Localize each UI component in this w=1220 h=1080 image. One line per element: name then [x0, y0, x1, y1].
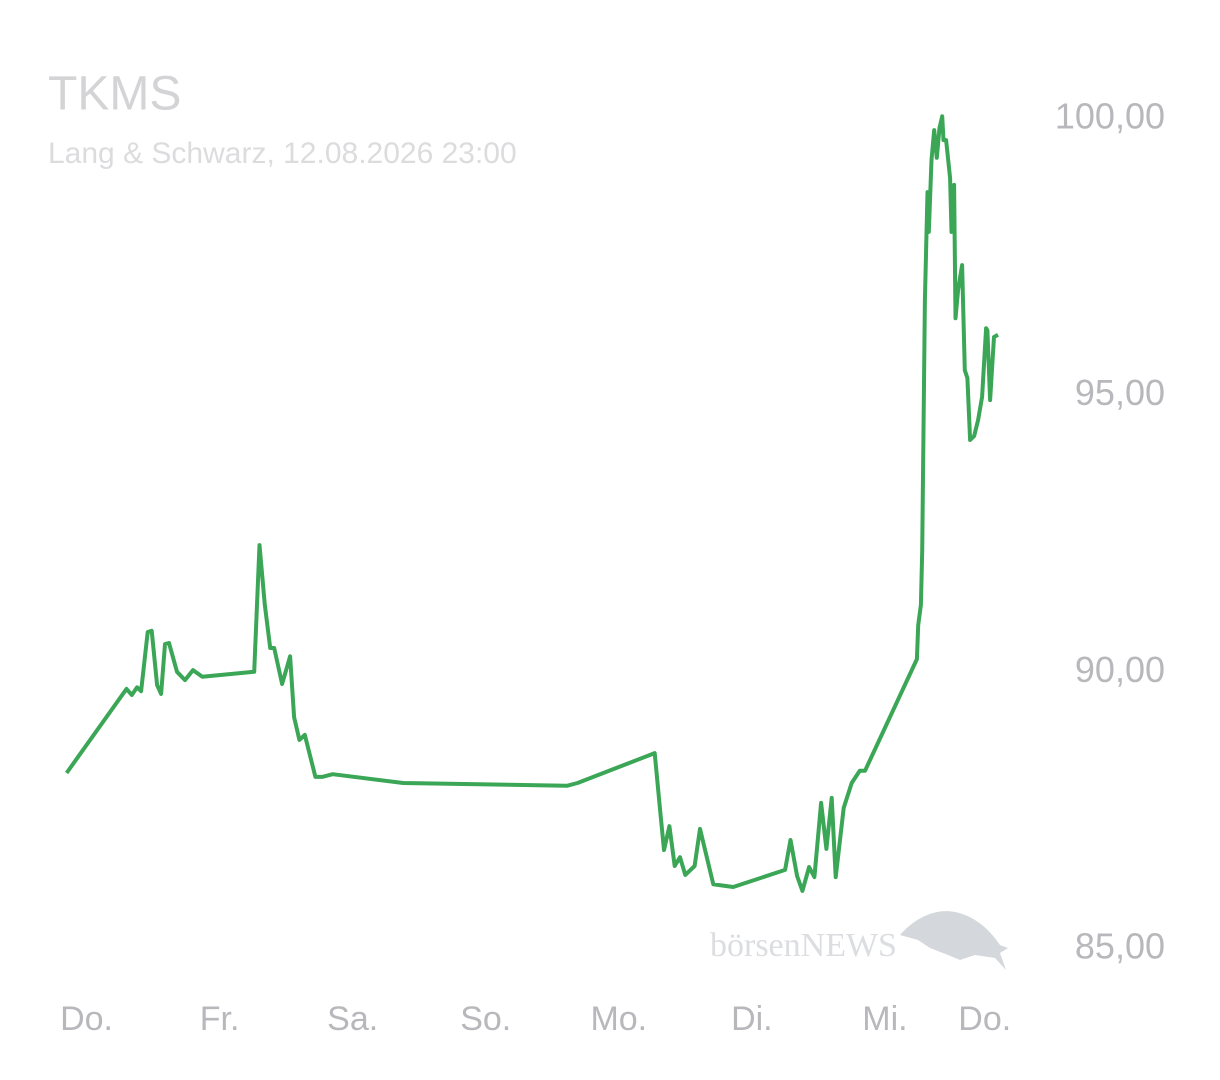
- watermark-logo: börsenNEWS: [710, 911, 1008, 970]
- x-tick-label: Mi.: [862, 1000, 907, 1038]
- bull-icon: [900, 911, 1008, 970]
- x-tick-label: Di.: [731, 1000, 773, 1038]
- chart-subtitle: Lang & Schwarz, 12.08.2026 23:00: [48, 137, 517, 170]
- chart-title: TKMS: [48, 68, 181, 121]
- x-tick-label: Do.: [60, 1000, 113, 1038]
- y-tick-label: 90,00: [1075, 649, 1165, 690]
- x-tick-label: Do.: [958, 1000, 1011, 1038]
- x-tick-label: Fr.: [200, 1000, 240, 1038]
- y-tick-label: 85,00: [1075, 926, 1165, 967]
- y-tick-label: 95,00: [1075, 372, 1165, 413]
- watermark-text: börsenNEWS: [710, 927, 897, 964]
- y-tick-label: 100,00: [1055, 96, 1165, 137]
- price-line: [64, 114, 999, 893]
- x-tick-label: Sa.: [327, 1000, 378, 1038]
- x-tick-label: Mo.: [590, 1000, 647, 1038]
- x-tick-label: So.: [460, 1000, 511, 1038]
